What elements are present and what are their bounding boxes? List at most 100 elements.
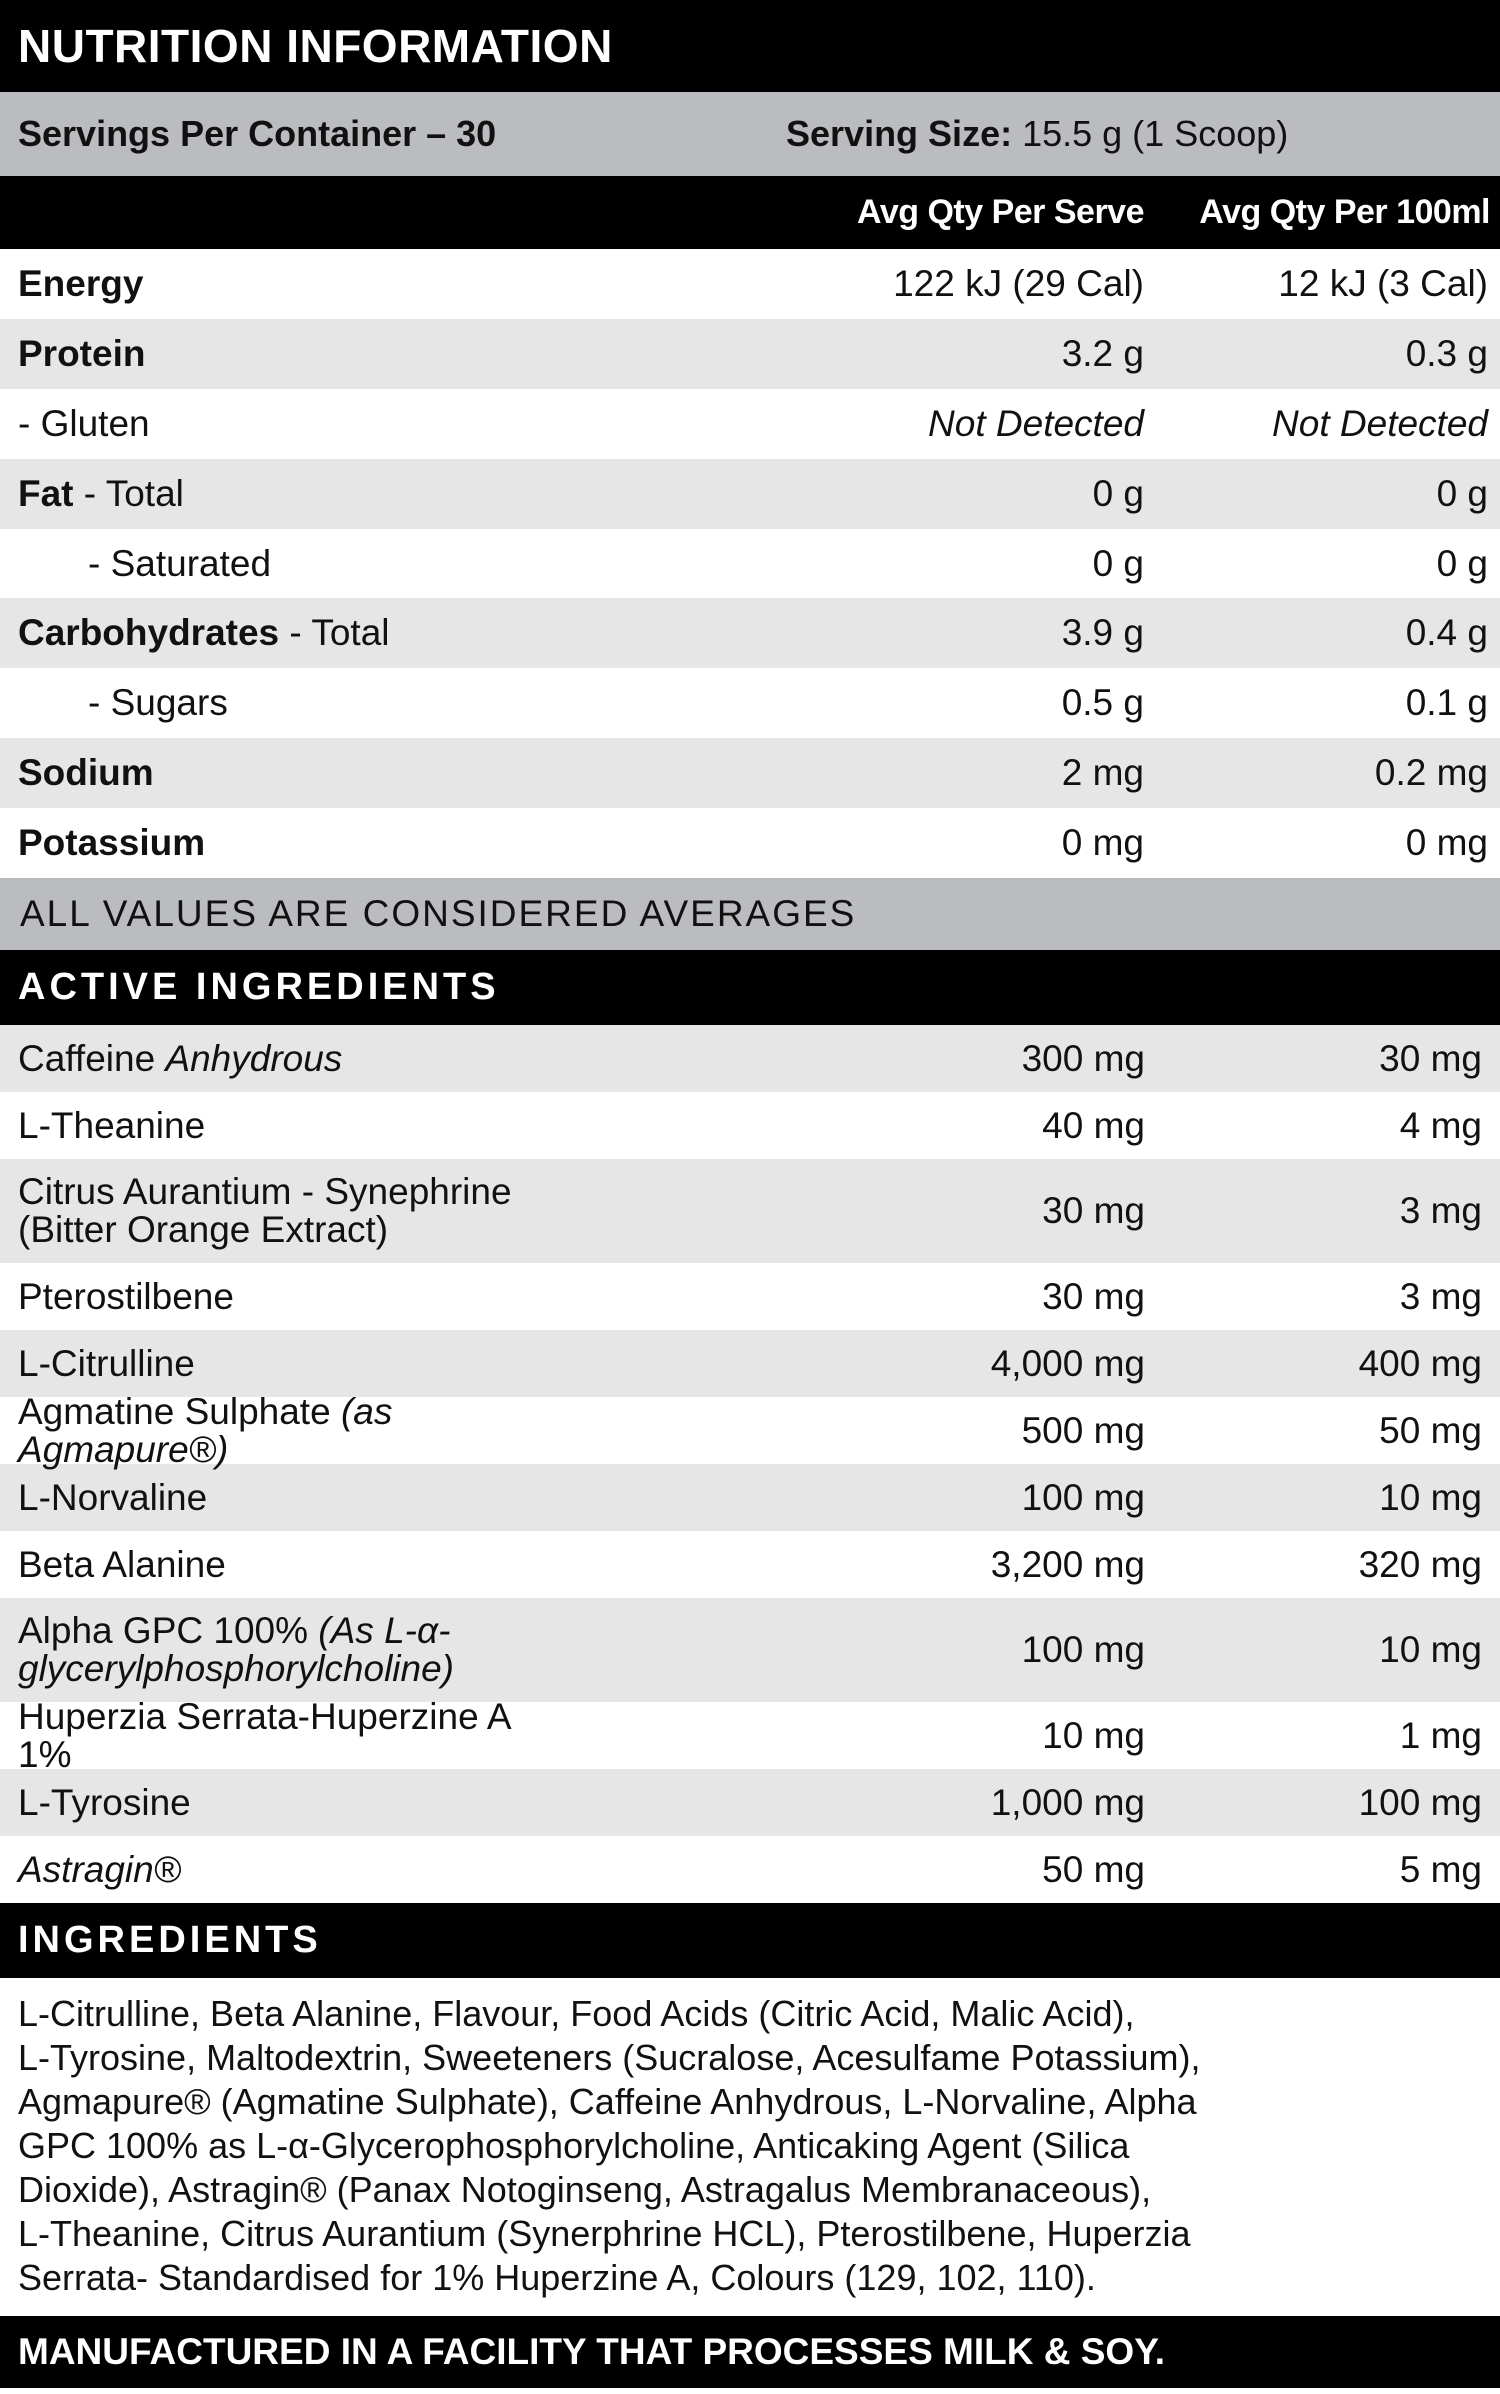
nutrition-row: Potassium 0 mg 0 mg	[0, 808, 1500, 879]
ingredient-name: Beta Alanine	[18, 1543, 805, 1585]
nutrient-name-bold: Protein	[18, 332, 146, 374]
nutrient-name-bold: Carbohydrates	[18, 612, 280, 654]
per-serve-value: 0.5 g	[1061, 682, 1144, 724]
per-serve-value: 40 mg	[1042, 1104, 1145, 1146]
ingredient-name: L-Norvaline	[18, 1476, 805, 1518]
nutrient-name: Sodium	[18, 752, 804, 794]
active-ingredient-row: Huperzia Serrata-Huperzine A 1% 10 mg 1 mg	[0, 1697, 1500, 1773]
per-serve-value: 122 kJ (29 Cal)	[893, 262, 1144, 304]
ingredients-title: INGREDIENTS	[0, 1903, 1500, 1979]
column-per-serve: Avg Qty Per Serve	[857, 193, 1144, 231]
per-100ml-value: 100 mg	[1358, 1781, 1482, 1823]
per-100ml-value: 3 mg	[1399, 1190, 1482, 1232]
per-serve-value: 0 mg	[1061, 822, 1144, 864]
nutrient-name: Fat - Total	[18, 473, 804, 515]
nutrient-name-bold: Sodium	[18, 752, 154, 794]
per-100ml-value: 10 mg	[1379, 1476, 1482, 1518]
per-serve-value: 2 mg	[1061, 752, 1144, 794]
nutrient-name-detail: - Saturated	[88, 542, 272, 584]
per-serve-value: 4,000 mg	[990, 1342, 1145, 1384]
ingredient-name: Alpha GPC 100% (As L-α-glycerylphosphory…	[18, 1612, 805, 1688]
ingredient-name: L-Citrulline	[18, 1342, 805, 1384]
ingredient-name-text: Beta Alanine	[18, 1543, 226, 1585]
nutrition-title: NUTRITION INFORMATION	[0, 0, 1500, 92]
per-serve-value: 100 mg	[1021, 1476, 1145, 1518]
ingredient-name-text: Agmatine Sulphate	[18, 1390, 341, 1432]
per-100ml-value: 10 mg	[1379, 1629, 1482, 1671]
allergen-footer: MANUFACTURED IN A FACILITY THAT PROCESSE…	[0, 2316, 1500, 2389]
ingredient-name: Citrus Aurantium - Synephrine (Bitter Or…	[18, 1173, 805, 1249]
ingredients-line: GPC 100% as L-α-Glycerophosphorylcholine…	[18, 2125, 1130, 2167]
per-100ml-value: 0 mg	[1405, 822, 1488, 864]
active-ingredient-row: L-Theanine 40 mg 4 mg	[0, 1092, 1500, 1160]
per-100ml-value: 0.1 g	[1405, 682, 1488, 724]
nutrient-name-bold: Potassium	[18, 822, 206, 864]
per-100ml-value: 0.2 mg	[1374, 752, 1488, 794]
serving-size: Serving Size: 15.5 g (1 Scoop)	[786, 113, 1288, 155]
ingredients-line: Serrata- Standardised for 1% Huperzine A…	[18, 2257, 1096, 2299]
nutrition-row: - Gluten Not Detected Not Detected	[0, 388, 1500, 459]
active-ingredient-row: Astragin® 50 mg 5 mg	[0, 1836, 1500, 1904]
serving-size-label: Serving Size:	[786, 113, 1013, 154]
active-ingredient-row: Pterostilbene 30 mg 3 mg	[0, 1263, 1500, 1331]
ingredients-line: L-Theanine, Citrus Aurantium (Synerphrin…	[18, 2213, 1191, 2255]
per-100ml-value: Not Detected	[1272, 402, 1488, 444]
nutrient-name-detail: - Gluten	[18, 402, 150, 444]
active-ingredient-row: Alpha GPC 100% (As L-α-glycerylphosphory…	[0, 1598, 1500, 1703]
ingredient-name: L-Theanine	[18, 1106, 805, 1145]
nutrition-row: Sodium 2 mg 0.2 mg	[0, 738, 1500, 809]
active-ingredient-row: Agmatine Sulphate (as Agmapure®) 500 mg 50…	[0, 1392, 1500, 1468]
ingredients-line: Agmapure® (Agmatine Sulphate), Caffeine …	[18, 2081, 1197, 2123]
active-ingredient-row: Beta Alanine 3,200 mg 320 mg	[0, 1531, 1500, 1599]
nutrient-name-detail: - Sugars	[88, 682, 228, 724]
serving-size-value: 15.5 g (1 Scoop)	[1022, 113, 1289, 154]
ingredients-line: Dioxide), Astragin® (Panax Notoginseng, …	[18, 2169, 1152, 2211]
per-serve-value: 3,200 mg	[990, 1543, 1145, 1585]
ingredient-name-text: Citrus Aurantium - Synephrine (Bitter Or…	[18, 1171, 522, 1251]
ingredient-name-text: Huperzia Serrata-Huperzine A 1%	[18, 1695, 520, 1775]
per-serve-value: 0 g	[1092, 472, 1144, 514]
active-ingredients-table: Caffeine Anhydrous 300 mg 30 mg L-Theanine 4…	[0, 1025, 1500, 1904]
nutrient-name: Carbohydrates - Total	[18, 612, 804, 654]
ingredients-text: L-Citrulline, Beta Alanine, Flavour, Foo…	[0, 1978, 1500, 2316]
per-serve-value: 10 mg	[1042, 1714, 1145, 1756]
per-serve-value: 500 mg	[1021, 1409, 1145, 1451]
nutrient-name-bold: Fat	[18, 472, 74, 514]
ingredient-name-text: L-Citrulline	[18, 1342, 195, 1384]
ingredient-name-italic: Astragin®	[18, 1848, 181, 1890]
nutrient-name: Protein	[18, 333, 804, 375]
ingredient-name-text: Caffeine	[18, 1037, 166, 1079]
ingredients-line: L-Citrulline, Beta Alanine, Flavour, Foo…	[18, 1993, 1135, 2035]
ingredient-name-text: L-Norvaline	[18, 1476, 208, 1518]
averages-note: ALL VALUES ARE CONSIDERED AVERAGES	[0, 878, 1500, 951]
per-100ml-value: 0.3 g	[1405, 332, 1488, 374]
per-100ml-value: 30 mg	[1379, 1037, 1482, 1079]
per-serve-value: 0 g	[1092, 542, 1144, 584]
nutrient-name: - Gluten	[18, 403, 804, 445]
active-ingredient-row: L-Norvaline 100 mg 10 mg	[0, 1464, 1500, 1532]
active-ingredient-row: L-Citrulline 4,000 mg 400 mg	[0, 1330, 1500, 1398]
ingredient-name-italic: (as Agmapure®)	[18, 1390, 393, 1470]
nutrition-row: - Saturated 0 g 0 g	[0, 528, 1500, 599]
nutrient-name: Energy	[18, 263, 804, 305]
nutrition-row: Carbohydrates - Total 3.9 g 0.4 g	[0, 598, 1500, 669]
ingredient-name: L-Tyrosine	[18, 1783, 805, 1822]
nutrition-table: Energy 122 kJ (29 Cal) 12 kJ (3 Cal) Protei…	[0, 249, 1500, 879]
ingredients-line: L-Tyrosine, Maltodextrin, Sweeteners (Su…	[18, 2037, 1201, 2079]
per-serve-value: 3.2 g	[1061, 332, 1144, 374]
nutrition-row: Fat - Total 0 g 0 g	[0, 458, 1500, 529]
per-serve-value: 30 mg	[1042, 1190, 1145, 1232]
nutrient-name: - Sugars	[18, 682, 804, 724]
per-100ml-value: 1 mg	[1399, 1714, 1482, 1756]
nutrient-name: Potassium	[18, 822, 804, 864]
per-100ml-value: 12 kJ (3 Cal)	[1278, 262, 1488, 304]
nutrition-row: - Sugars 0.5 g 0.1 g	[0, 668, 1500, 739]
nutrition-row: Energy 122 kJ (29 Cal) 12 kJ (3 Cal)	[0, 249, 1500, 319]
active-ingredient-row: L-Tyrosine 1,000 mg 100 mg	[0, 1769, 1500, 1837]
column-per-100ml: Avg Qty Per 100ml	[1199, 193, 1490, 231]
ingredient-name: Agmatine Sulphate (as Agmapure®)	[18, 1390, 805, 1470]
per-100ml-value: 3 mg	[1399, 1275, 1482, 1317]
per-100ml-value: 0 g	[1436, 542, 1488, 584]
per-serve-value: 100 mg	[1021, 1629, 1145, 1671]
per-100ml-value: 320 mg	[1358, 1543, 1482, 1585]
